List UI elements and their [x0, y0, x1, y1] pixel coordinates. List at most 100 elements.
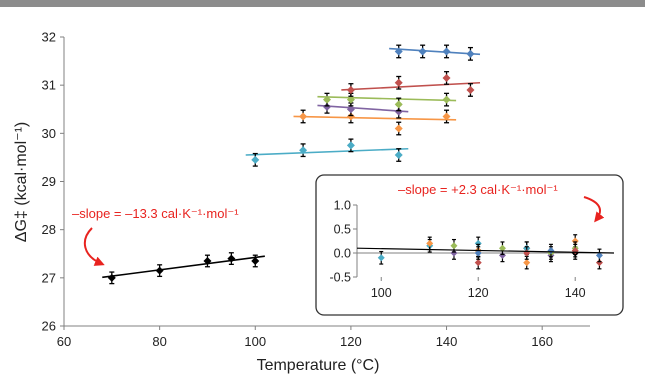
inset-fit-line — [356, 247, 615, 254]
diamond-marker — [346, 141, 355, 150]
inset-diamond-marker — [498, 251, 506, 259]
inset-x-tick-label: 140 — [565, 286, 586, 300]
diamond-marker — [442, 73, 451, 82]
inset-slope-annotation: –slope = +2.3 cal·K⁻¹·mol⁻¹ — [398, 182, 558, 197]
data-point — [418, 44, 427, 59]
main-slope-arrow — [83, 227, 105, 266]
diamond-marker — [466, 85, 475, 94]
diamond-marker — [442, 95, 451, 104]
inset-diamond-marker — [523, 259, 531, 267]
diamond-marker — [418, 47, 427, 56]
fit-line-0 — [102, 255, 265, 279]
inset-diamond-marker — [498, 244, 506, 252]
inset-axis-ticks — [353, 204, 576, 281]
fit-line-3 — [317, 104, 409, 113]
data-point — [442, 109, 451, 124]
y-tick-label: 32 — [42, 30, 56, 45]
data-point — [442, 92, 451, 107]
y-tick-label: 31 — [42, 78, 56, 93]
data-point — [299, 109, 308, 124]
inset-diamond-marker — [450, 249, 458, 257]
y-tick-label: 27 — [42, 270, 56, 285]
data-point — [394, 97, 403, 112]
inset-y-tick-label: 1.0 — [334, 199, 351, 213]
data-point — [466, 83, 475, 97]
inset-data-point — [474, 246, 482, 260]
inset-panel — [315, 174, 624, 316]
main-tick-labels: 26 27 28 29 30 31 32 60 80 100 120 140 160 — [42, 30, 554, 350]
data-point — [394, 44, 403, 59]
diamond-marker — [394, 78, 403, 87]
inset-diamond-marker — [595, 259, 603, 267]
inset-diamond-marker — [474, 259, 482, 267]
x-tick-label: 140 — [436, 334, 458, 349]
x-tick-label: 80 — [152, 334, 166, 349]
x-tick-label: 120 — [340, 334, 362, 349]
data-point — [394, 75, 403, 90]
y-tick-label: 28 — [42, 222, 56, 237]
x-tick-label: 100 — [244, 334, 266, 349]
main-axis-ticks — [60, 36, 543, 330]
diamond-marker — [155, 266, 164, 275]
diamond-marker — [394, 151, 403, 160]
y-tick-label: 29 — [42, 174, 56, 189]
data-point — [394, 148, 403, 162]
inset-diamond-marker — [595, 251, 603, 259]
x-axis-title: Temperature (°C) — [257, 357, 380, 374]
diamond-marker — [346, 105, 355, 114]
data-point — [466, 46, 475, 61]
diamond-marker — [323, 102, 331, 111]
inset-diamond-marker — [377, 254, 385, 262]
diamond-marker — [227, 254, 236, 263]
data-point — [394, 121, 403, 136]
top-divider-bar — [0, 0, 645, 7]
diamond-marker — [251, 155, 260, 164]
diamond-marker — [107, 273, 116, 282]
data-point — [442, 71, 451, 85]
data-point — [203, 254, 212, 268]
inset-x-tick-label: 120 — [468, 286, 489, 300]
y-tick-label: 30 — [42, 126, 56, 141]
inset-diamond-marker — [450, 242, 458, 250]
inset-diamond-marker — [474, 249, 482, 257]
inset-tick-labels: 1.0 0.5 0.0 -0.5 100 120 140 — [329, 199, 585, 301]
fit-line-2 — [293, 115, 457, 121]
diamond-marker — [466, 49, 475, 58]
inset-data-point — [595, 248, 603, 263]
inset-slope-arrow — [583, 196, 605, 223]
diamond-marker — [394, 124, 403, 133]
data-point — [155, 264, 164, 278]
inset-y-tick-label: 0.5 — [334, 223, 351, 237]
y-tick-label: 26 — [42, 319, 56, 334]
inset-y-tick-label: -0.5 — [329, 271, 351, 285]
inset-diamond-marker — [571, 237, 579, 245]
diamond-marker — [346, 85, 355, 94]
inset-data-point — [498, 241, 506, 256]
x-tick-label: 160 — [531, 334, 553, 349]
diamond-marker — [299, 112, 308, 121]
data-point — [323, 92, 331, 107]
diamond-marker — [346, 112, 355, 121]
main-data-points — [107, 44, 475, 285]
diamond-marker — [394, 107, 403, 116]
fit-line-1 — [245, 147, 409, 156]
inset-y-tick-label: 0.0 — [334, 247, 351, 261]
inset-diamond-marker — [474, 239, 482, 247]
data-point — [346, 83, 355, 97]
data-point — [299, 143, 308, 158]
data-point — [251, 152, 260, 167]
y-axis-title: ΔG‡ (kcal·mol⁻¹) — [13, 122, 30, 242]
data-point — [227, 252, 236, 265]
main-slope-annotation: –slope = –13.3 cal·K⁻¹·mol⁻¹ — [72, 206, 239, 221]
diamond-marker — [442, 112, 451, 121]
data-point — [442, 44, 451, 59]
diamond-marker — [323, 95, 331, 104]
main-fit-lines — [102, 47, 481, 279]
data-point — [107, 271, 116, 285]
diamond-marker — [394, 47, 403, 56]
diamond-marker — [203, 256, 212, 265]
inset-x-tick-label: 100 — [371, 286, 392, 300]
fit-line-6 — [389, 47, 481, 56]
inset-data-point — [377, 250, 385, 265]
